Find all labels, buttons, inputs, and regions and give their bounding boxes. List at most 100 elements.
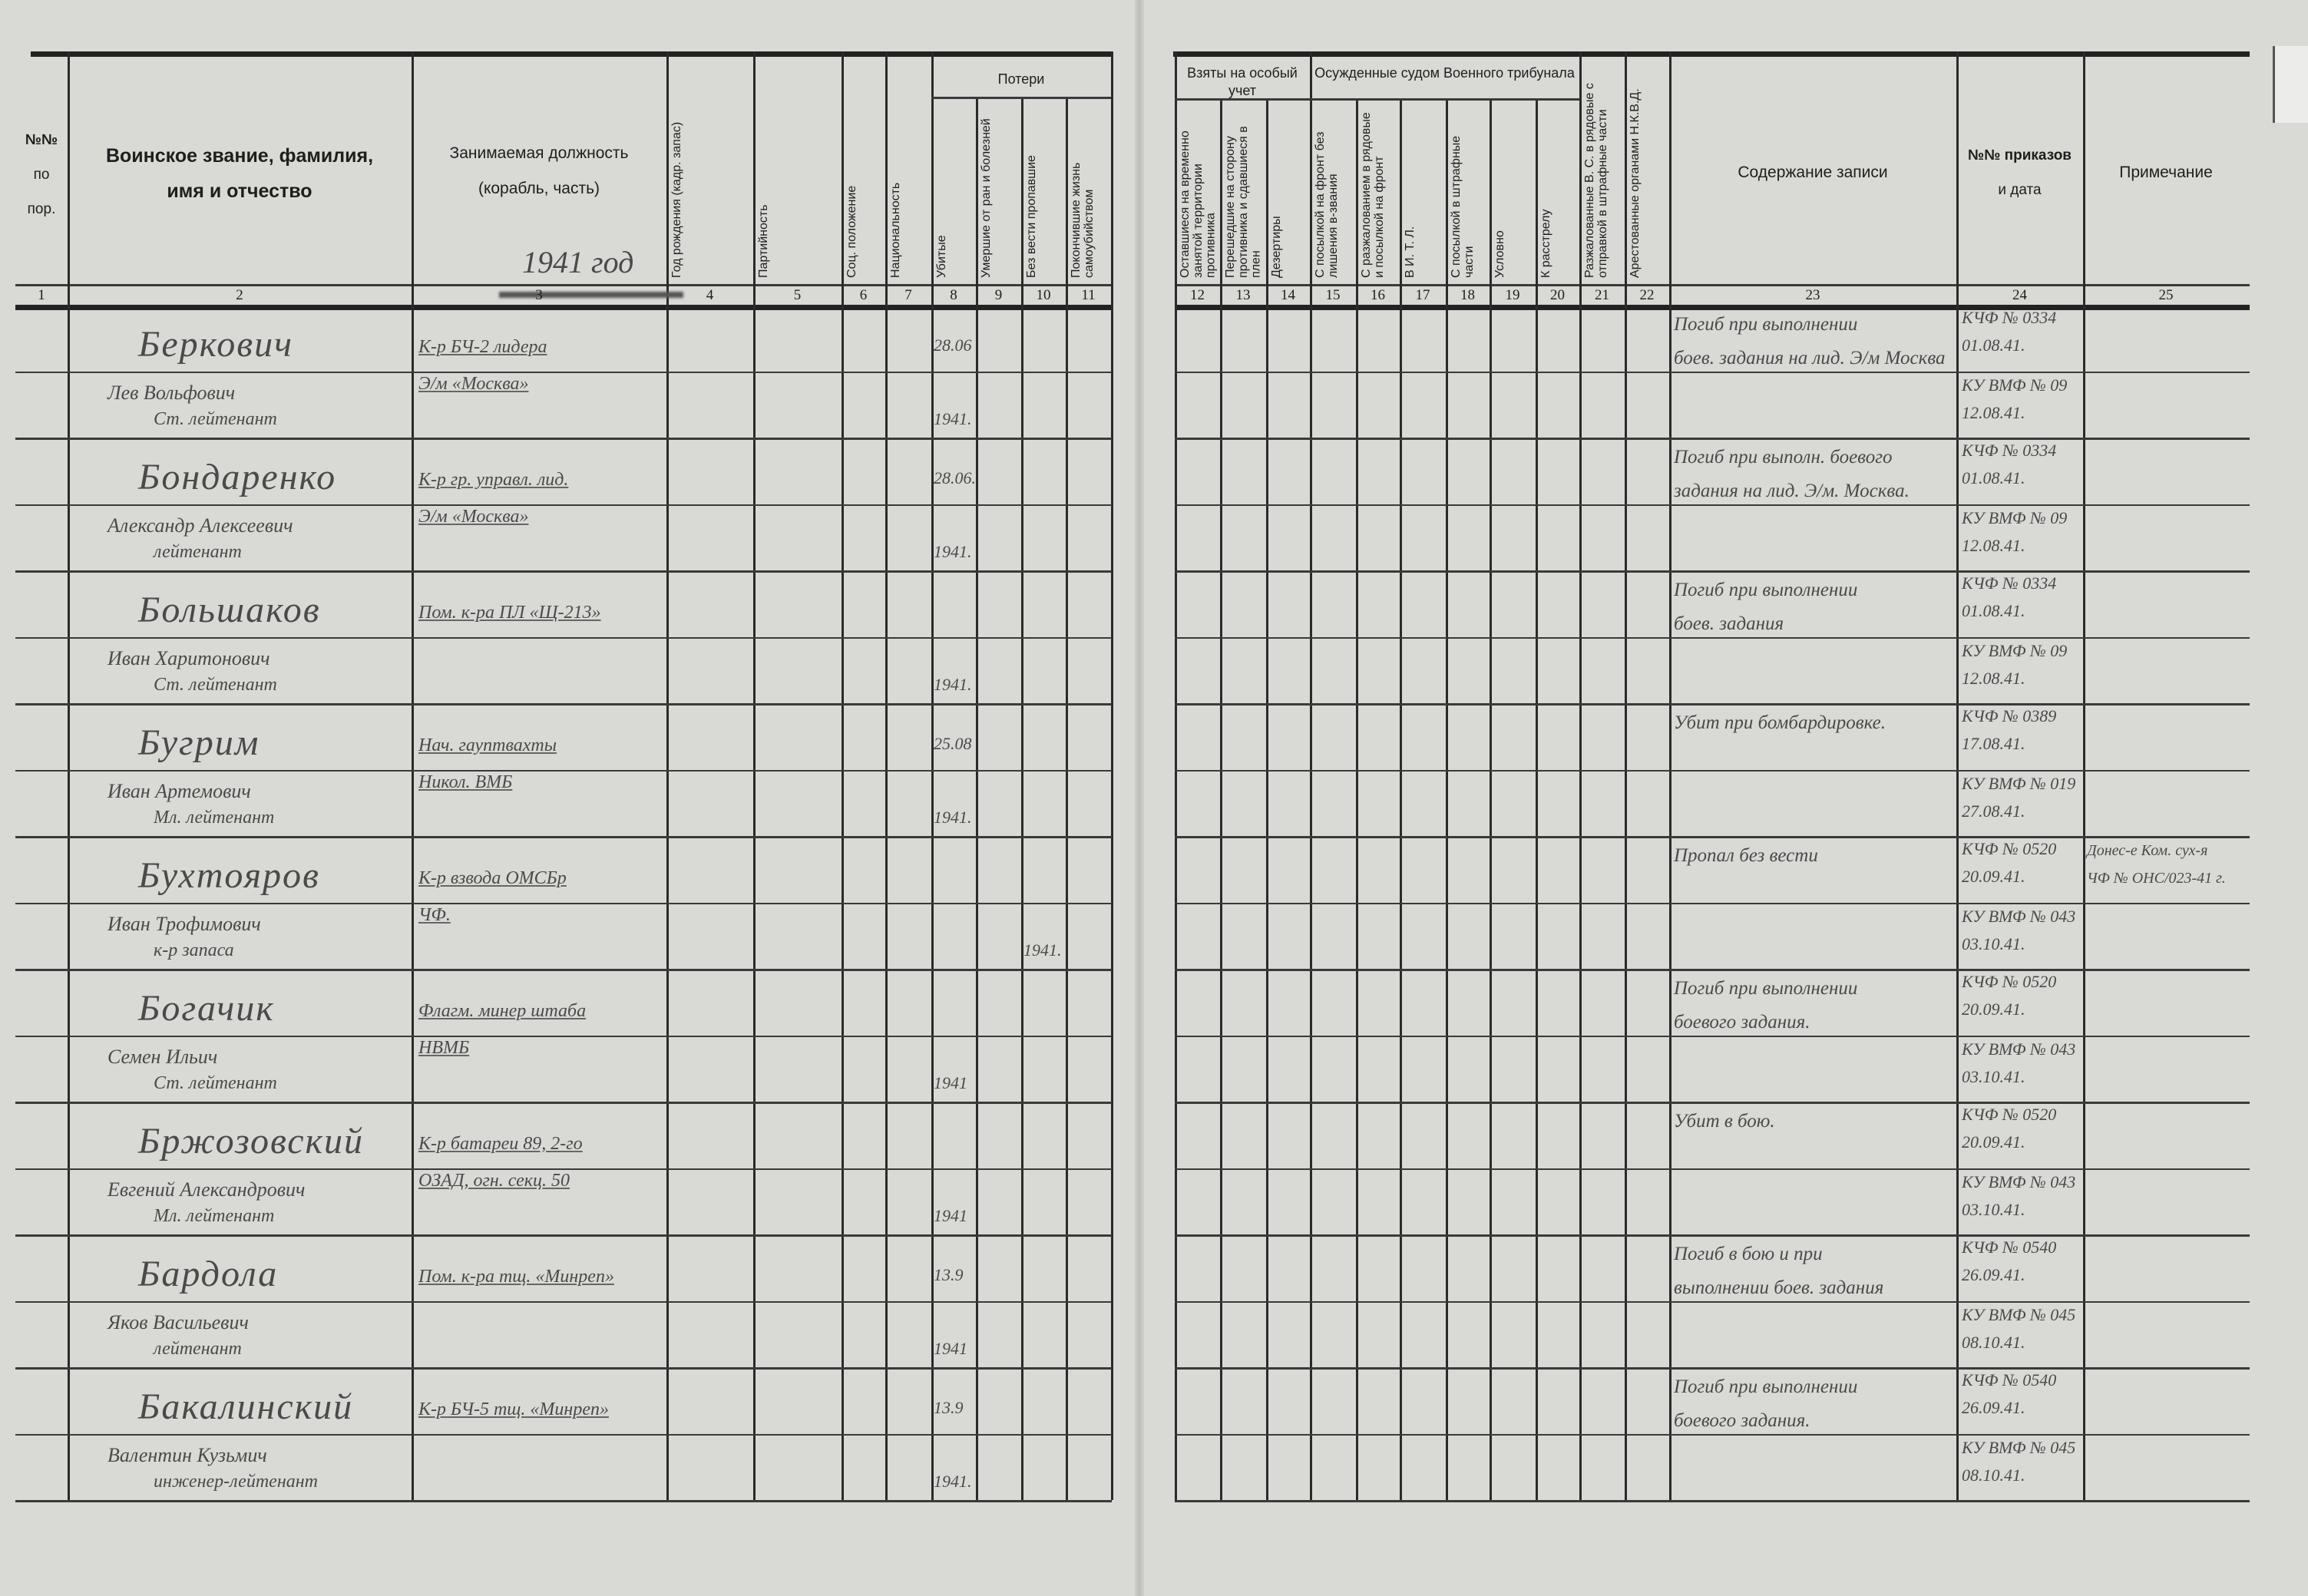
row-rule (1175, 1234, 2250, 1237)
column-number: 24 (2012, 287, 2027, 303)
person-surname: Большаков (138, 590, 321, 630)
person-rank: Ст. лейтенант (154, 1073, 277, 1093)
order-fleet: 01.08.41. (1962, 468, 2025, 487)
column-number: 11 (1081, 287, 1096, 303)
year-stamp: 1941 год (522, 245, 634, 279)
column-number: 5 (793, 287, 802, 303)
column-divider (1490, 98, 1492, 1500)
row-subrule (15, 637, 1112, 639)
column-divider (2083, 51, 2085, 1500)
order-navy: КУ ВМФ № 043 (1962, 1039, 2076, 1059)
record-content: боев. задания на лид. Э/м Москва (1674, 348, 1946, 368)
column-divider (1266, 98, 1268, 1500)
column-divider (1220, 98, 1222, 1500)
record-content: Погиб при выполн. боевого (1674, 447, 1893, 468)
record-note: ЧФ № ОНС/023-41 г. (2087, 870, 2226, 887)
record-content: Погиб в бою и при (1674, 1244, 1823, 1264)
person-position: К-р гр. управл. лид. (418, 470, 569, 490)
order-navy: 03.10.41. (1962, 934, 2025, 953)
header-col-7: Национальность (889, 182, 902, 278)
header-col-20: К расстрелу (1539, 209, 1552, 279)
order-fleet: 26.09.41. (1962, 1265, 2025, 1284)
order-fleet: КЧФ № 0389 (1962, 706, 2057, 725)
column-divider (1579, 51, 1582, 1500)
order-navy: 12.08.41. (1962, 536, 2025, 555)
column-number-rule (1175, 284, 2250, 286)
order-navy: 08.10.41. (1962, 1333, 2025, 1352)
column-number: 21 (1595, 287, 1609, 303)
header-note: Примечание (2119, 164, 2213, 181)
column-number: 23 (1805, 287, 1820, 303)
row-rule (15, 703, 1112, 705)
loss-date: 1941. (934, 808, 972, 827)
loss-date: 25.08 (934, 734, 972, 753)
header-number-label: по (33, 167, 50, 183)
record-content: Убит в бою. (1674, 1111, 1775, 1132)
column-number: 17 (1415, 287, 1430, 303)
row-rule (15, 438, 1112, 440)
person-rank: лейтенант (154, 542, 242, 562)
column-divider (1669, 51, 1671, 1500)
row-rule (15, 570, 1112, 573)
row-rule (15, 969, 1112, 971)
row-rule (1175, 969, 2250, 971)
order-fleet: 26.09.41. (1962, 1398, 2025, 1417)
group-rule-special (1175, 98, 1310, 101)
header-col-8: Убитые (935, 235, 948, 278)
person-position: Пом. к-ра ПЛ «Щ-213» (418, 603, 601, 623)
column-divider (976, 97, 978, 1500)
person-rank: Ст. лейтенант (154, 675, 277, 695)
column-divider (931, 51, 934, 1500)
record-content: выполнении боев. задания (1674, 1277, 1884, 1298)
loss-date: 28.06 (934, 335, 972, 355)
column-number: 18 (1460, 287, 1475, 303)
column-divider (68, 51, 70, 1500)
person-name-patronymic: Лев Вольфович (107, 382, 236, 404)
record-content: боевого задания. (1674, 1012, 1810, 1033)
record-content: Погиб при выполнении (1674, 314, 1858, 335)
header-number-label: пор. (27, 201, 56, 217)
row-rule (15, 1500, 1112, 1502)
header-col-5: Партийность (757, 204, 770, 278)
person-surname: Бардола (138, 1254, 279, 1294)
person-surname: Бондаренко (138, 457, 337, 497)
header-position: Занимаемая должность (449, 144, 629, 162)
header-rank-name: Воинское звание, фамилия, (105, 145, 374, 167)
header-col-17: В И. Т. Л. (1404, 226, 1417, 278)
header-rank-name: имя и отчество (167, 180, 312, 202)
loss-date: 1941. (934, 675, 972, 694)
person-rank: лейтенант (154, 1339, 242, 1359)
column-divider (1021, 97, 1023, 1500)
row-rule (1175, 570, 2250, 573)
order-navy: КУ ВМФ № 043 (1962, 1172, 2076, 1191)
person-position: Флагм. минер штаба (418, 1001, 587, 1021)
column-divider (842, 51, 844, 1500)
person-rank: инженер-лейтенант (154, 1472, 318, 1492)
row-rule (1175, 836, 2250, 838)
row-subrule (1175, 637, 2250, 639)
column-divider (1536, 98, 1538, 1500)
column-divider (1066, 97, 1068, 1500)
order-fleet: 20.09.41. (1962, 1132, 2025, 1152)
book-spine (1135, 0, 1144, 1596)
header-col-21: Разжалованные В. С. в рядовые с отправко… (1583, 83, 1609, 278)
row-rule (1175, 438, 2250, 440)
row-subrule (1175, 1036, 2250, 1037)
row-subrule (15, 903, 1112, 904)
order-navy: КУ ВМФ № 019 (1962, 774, 2076, 793)
column-divider (1625, 51, 1627, 1500)
header-orders: №№ приказов (1968, 147, 2072, 164)
page-tab (2273, 46, 2308, 123)
order-fleet: КЧФ № 0334 (1962, 308, 2057, 327)
person-position: Никол. ВМБ (418, 772, 513, 792)
row-subrule (1175, 1168, 2250, 1170)
person-name-patronymic: Александр Алексеевич (107, 514, 293, 537)
group-tribunal: Осужденные судом Военного трибунала (1314, 65, 1575, 81)
header-col-13: Перешедшие на сторону противника и сдавш… (1224, 126, 1263, 278)
column-divider (1956, 51, 1959, 1500)
person-surname: Бакалинский (138, 1386, 354, 1427)
group-rule-tribunal (1310, 98, 1579, 101)
column-number: 2 (236, 287, 243, 303)
column-divider (666, 51, 669, 1500)
column-divider (412, 51, 414, 1500)
